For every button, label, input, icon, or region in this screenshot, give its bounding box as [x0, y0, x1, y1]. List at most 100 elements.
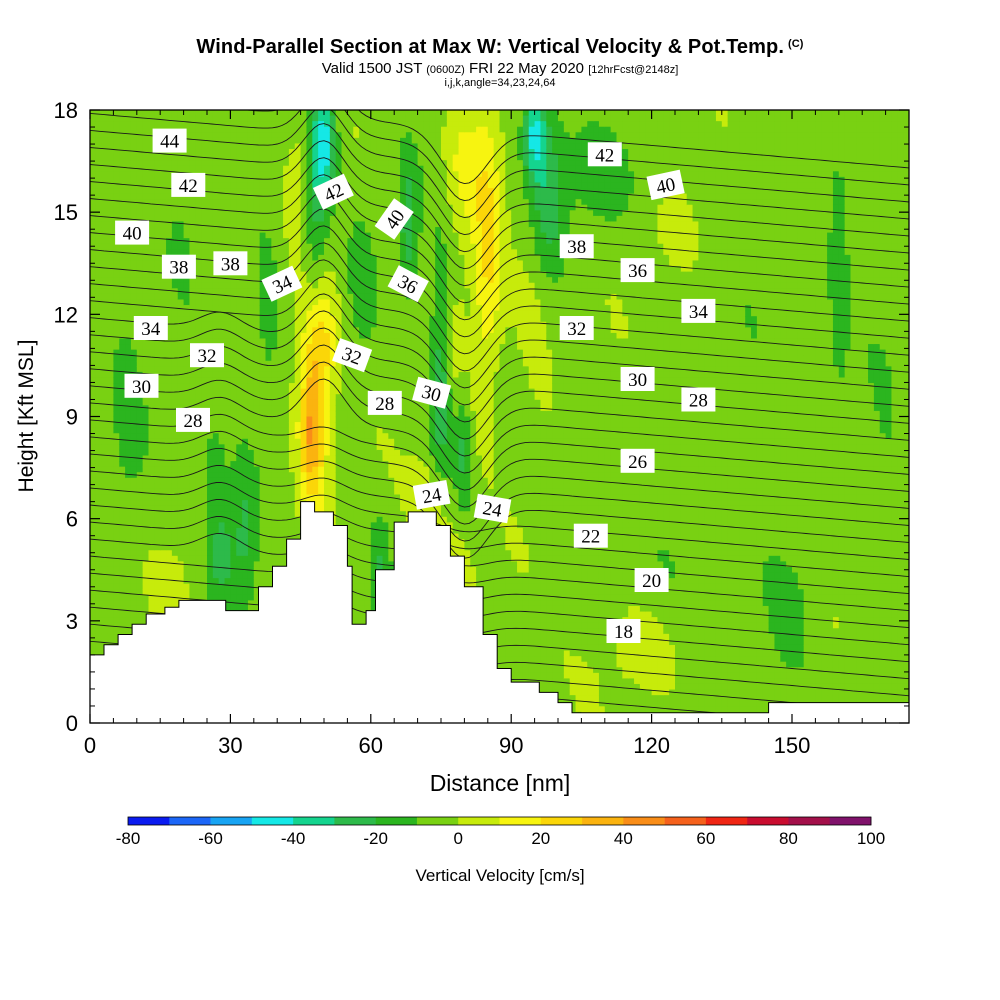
field-cell	[183, 210, 191, 217]
field-cell	[195, 115, 202, 122]
field-cell	[294, 137, 302, 145]
field-cell	[242, 399, 249, 406]
field-cell	[312, 438, 319, 445]
field-cell	[335, 204, 343, 211]
field-cell	[347, 160, 354, 167]
field-cell	[154, 522, 161, 529]
field-cell	[253, 377, 261, 384]
field-cell	[119, 433, 126, 440]
field-cell	[166, 527, 173, 535]
field-cell	[136, 338, 144, 345]
field-cell	[218, 578, 226, 585]
field-cell	[271, 360, 278, 367]
field-cell	[101, 633, 109, 641]
field-cell	[347, 137, 354, 145]
field-cell	[306, 165, 313, 172]
field-cell	[166, 221, 173, 228]
field-cell	[171, 433, 179, 440]
field-cell	[171, 572, 179, 579]
field-cell	[101, 505, 109, 512]
field-cell	[230, 182, 237, 189]
field-cell	[242, 394, 249, 401]
field-cell	[95, 249, 103, 256]
field-cell	[265, 539, 272, 546]
field-cell	[306, 288, 313, 295]
field-cell	[95, 316, 103, 323]
field-cell	[195, 371, 202, 379]
field-cell	[277, 505, 284, 512]
field-cell	[259, 115, 267, 122]
field-cell	[247, 182, 255, 189]
field-cell	[242, 215, 249, 223]
field-cell	[218, 121, 226, 128]
field-cell	[177, 338, 185, 345]
field-cell	[265, 438, 272, 445]
field-cell	[288, 299, 296, 306]
field-cell	[312, 383, 319, 390]
field-cell	[271, 254, 278, 262]
field-cell	[236, 527, 243, 535]
field-cell	[265, 321, 272, 328]
field-cell	[95, 199, 103, 206]
field-cell	[259, 149, 267, 156]
field-cell	[148, 600, 155, 607]
field-cell	[136, 305, 144, 312]
field-cell	[300, 293, 308, 301]
field-cell	[101, 583, 109, 590]
field-cell	[154, 561, 161, 568]
field-cell	[101, 254, 109, 262]
field-cell	[236, 427, 243, 434]
field-cell	[148, 293, 155, 301]
field-cell	[101, 355, 109, 362]
field-cell	[113, 137, 120, 145]
field-cell	[247, 505, 255, 512]
field-cell	[312, 305, 319, 312]
field-cell	[107, 539, 114, 546]
field-cell	[148, 277, 155, 284]
field-cell	[271, 338, 278, 345]
field-cell	[277, 210, 284, 217]
field-cell	[207, 332, 214, 340]
field-cell	[142, 472, 150, 479]
field-cell	[207, 594, 214, 601]
field-cell	[230, 110, 237, 117]
field-cell	[101, 578, 109, 585]
field-cell	[119, 410, 126, 418]
field-cell	[236, 115, 243, 122]
field-cell	[253, 405, 261, 412]
field-cell	[154, 232, 161, 239]
field-cell	[95, 338, 103, 345]
field-cell	[230, 221, 237, 228]
field-cell	[212, 572, 220, 579]
field-cell	[166, 165, 173, 172]
field-cell	[195, 199, 202, 206]
field-cell	[341, 288, 348, 295]
field-cell	[125, 176, 132, 184]
field-cell	[294, 438, 302, 445]
field-cell	[212, 199, 220, 206]
field-cell	[160, 171, 167, 178]
field-cell	[347, 126, 354, 133]
field-cell	[201, 126, 208, 133]
chart-title-text: Wind-Parallel Section at Max W: Vertical…	[196, 36, 784, 58]
field-cell	[247, 416, 255, 423]
field-cell	[154, 210, 161, 217]
field-cell	[259, 126, 267, 133]
field-cell	[242, 299, 249, 306]
field-cell	[125, 511, 132, 518]
field-cell	[230, 204, 237, 211]
field-cell	[312, 427, 319, 434]
field-cell	[154, 160, 161, 167]
field-cell	[247, 271, 255, 278]
field-cell	[347, 383, 354, 390]
field-cell	[259, 199, 267, 206]
field-cell	[271, 232, 278, 239]
field-cell	[207, 444, 214, 451]
field-cell	[171, 550, 179, 557]
field-cell	[113, 327, 120, 334]
field-cell	[207, 260, 214, 267]
field-cell	[101, 611, 109, 618]
field-cell	[177, 555, 185, 562]
field-cell	[136, 505, 144, 512]
field-cell	[212, 550, 220, 557]
